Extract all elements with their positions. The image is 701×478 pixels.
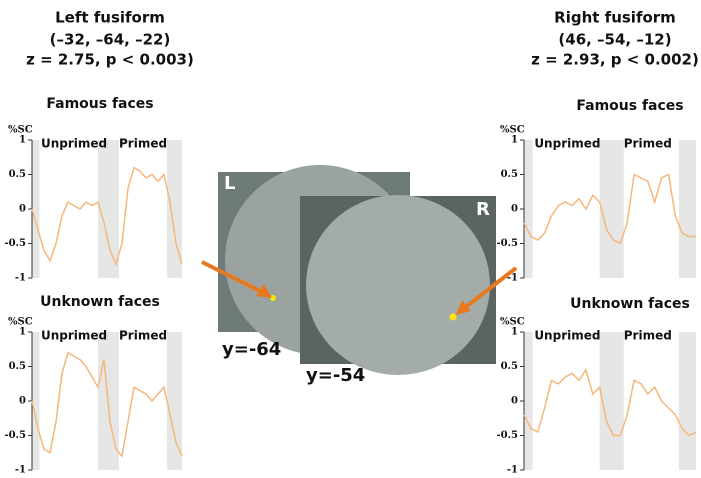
slice-label: y=-54 — [306, 365, 365, 386]
y-tick-label: -1 — [15, 465, 26, 476]
y-axis-label: %SC — [8, 317, 33, 328]
y-tick-label: 0.5 — [501, 169, 518, 180]
y-tick-label: -0.5 — [496, 430, 518, 441]
annotation: Primed — [119, 329, 167, 343]
arrow — [201, 260, 267, 296]
condition-band — [599, 140, 624, 278]
y-tick-label: 1 — [511, 135, 518, 146]
annotation: Unprimed — [534, 137, 600, 151]
slice-label: y=-64 — [222, 339, 281, 360]
brain — [306, 195, 490, 375]
condition-band — [678, 140, 696, 278]
condition-band — [524, 332, 533, 470]
annotation: Unprimed — [534, 329, 600, 343]
y-axis-label: %SC — [8, 125, 33, 136]
stats: z = 2.75, p < 0.003) — [26, 51, 194, 69]
chart-title: Unknown faces — [40, 294, 160, 310]
region: Left fusiform — [55, 9, 165, 27]
condition-band — [678, 332, 696, 470]
hemisphere: R — [476, 199, 490, 220]
y-tick-label: 0 — [19, 396, 26, 407]
y-tick-label: -1 — [507, 465, 518, 476]
condition-band — [167, 332, 182, 470]
condition-band — [32, 332, 40, 470]
arrowhead — [456, 300, 471, 315]
y-tick-label: -0.5 — [4, 238, 26, 249]
y-tick-label: -1 — [507, 273, 518, 284]
y-axis-label: %SC — [500, 125, 525, 136]
signal-line — [523, 173, 696, 245]
annotation: Primed — [624, 137, 672, 151]
chart-title: Famous faces — [46, 96, 153, 112]
activation — [449, 313, 457, 321]
condition-band — [32, 140, 40, 278]
y-tick-label: 0 — [19, 204, 26, 215]
region: Right fusiform — [554, 9, 676, 27]
y-tick-label: 1 — [19, 135, 26, 146]
y-tick-label: -1 — [15, 273, 26, 284]
annotation: Unprimed — [41, 329, 107, 343]
signal-line — [523, 368, 697, 437]
y-tick-label: 1 — [19, 327, 26, 338]
arrow — [460, 266, 518, 312]
y-tick-label: -0.5 — [4, 430, 26, 441]
signal-line — [31, 351, 183, 458]
activation — [270, 295, 276, 301]
y-tick-label: 0.5 — [501, 361, 518, 372]
condition-band — [599, 332, 624, 470]
y-axis-label: %SC — [500, 317, 525, 328]
annotation: Primed — [119, 137, 167, 151]
y-tick-label: 0 — [511, 204, 518, 215]
y-tick-label: -0.5 — [496, 238, 518, 249]
coords: (–32, –64, –22) — [50, 31, 171, 49]
annotation: Unprimed — [41, 137, 107, 151]
condition-band — [524, 140, 533, 278]
annotation: Primed — [624, 329, 672, 343]
y-tick-label: 1 — [511, 327, 518, 338]
chart-title: Famous faces — [576, 98, 683, 114]
condition-band — [167, 140, 182, 278]
y-tick-label: 0.5 — [9, 169, 26, 180]
stats: z = 2.93, p < 0.002) — [531, 51, 699, 69]
arrowhead — [256, 284, 272, 298]
signal-line — [31, 166, 183, 267]
coords: (46, –54, –12) — [558, 31, 671, 49]
y-tick-label: 0 — [511, 396, 518, 407]
condition-band — [98, 140, 119, 278]
chart-title: Unknown faces — [570, 296, 690, 312]
y-tick-label: 0.5 — [9, 361, 26, 372]
hemisphere: L — [224, 173, 235, 194]
